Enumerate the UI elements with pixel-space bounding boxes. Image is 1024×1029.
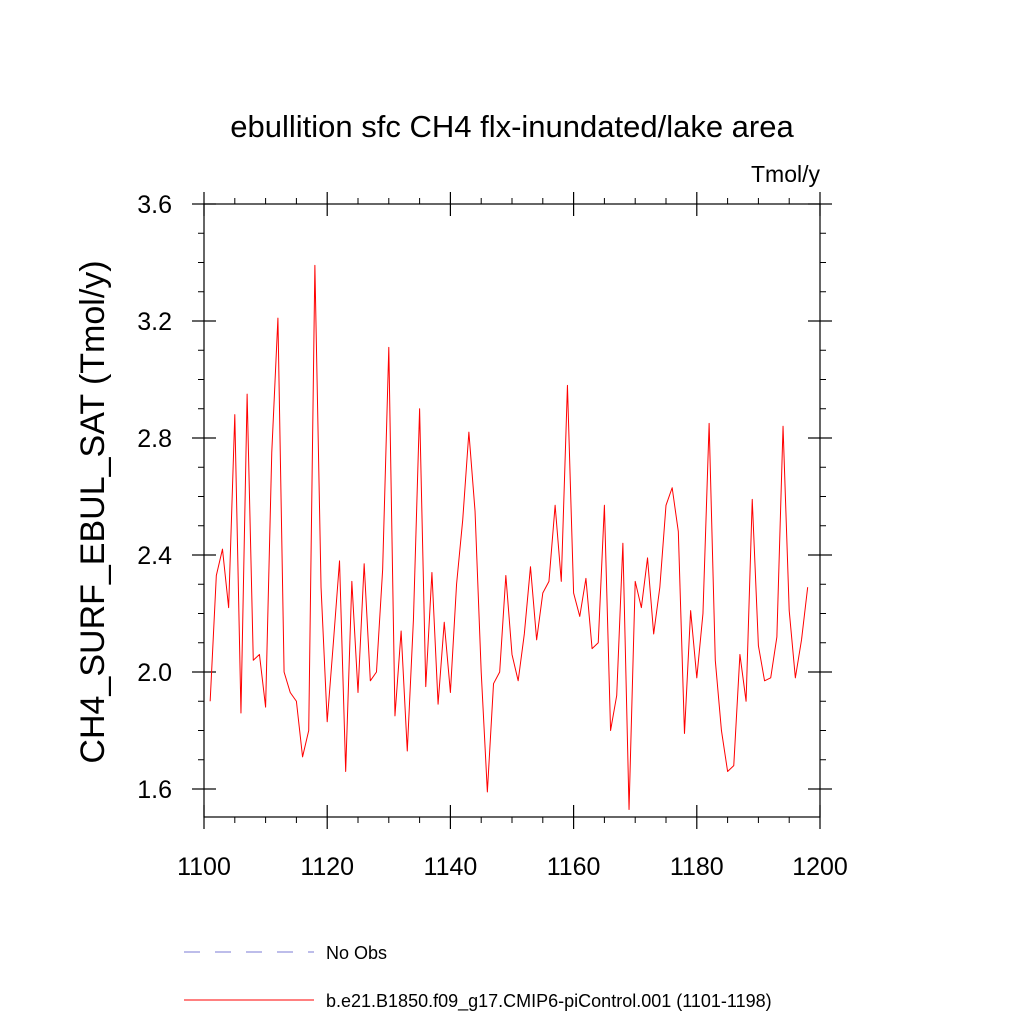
series-line [209, 264, 809, 810]
y-tick-label: 3.6 [137, 191, 172, 219]
y-axis-ticks: 1.6 2.0 2.4 2.8 3.2 3.6 [137, 191, 832, 804]
y-axis-label: CH4_SURF_EBUL_SAT (Tmol/y) [74, 260, 112, 763]
y-tick-label: 2.8 [137, 425, 172, 453]
x-tick-label: 1200 [792, 853, 848, 881]
x-tick-label: 1140 [424, 853, 478, 881]
units-label: Tmol/y [751, 161, 821, 187]
x-tick-label: 1160 [547, 853, 601, 881]
x-axis-ticks: 1100 1120 1140 1160 1180 1200 [177, 192, 848, 881]
chart-title: ebullition sfc CH4 flx-inundated/lake ar… [230, 109, 794, 144]
y-tick-label: 1.6 [137, 776, 172, 804]
legend: No Obs b.e21.B1850.f09_g17.CMIP6-piContro… [184, 943, 772, 1012]
y-tick-label: 2.0 [137, 659, 172, 687]
x-tick-label: 1100 [177, 853, 231, 881]
plot-frame [203, 203, 821, 818]
legend-label: No Obs [326, 943, 387, 963]
x-tick-label: 1180 [670, 853, 724, 881]
y-tick-label: 3.2 [137, 308, 172, 336]
series-layer [209, 264, 809, 810]
x-tick-label: 1120 [300, 853, 354, 881]
legend-label: b.e21.B1850.f09_g17.CMIP6-piControl.001 … [326, 991, 772, 1012]
y-tick-label: 2.4 [137, 542, 172, 570]
